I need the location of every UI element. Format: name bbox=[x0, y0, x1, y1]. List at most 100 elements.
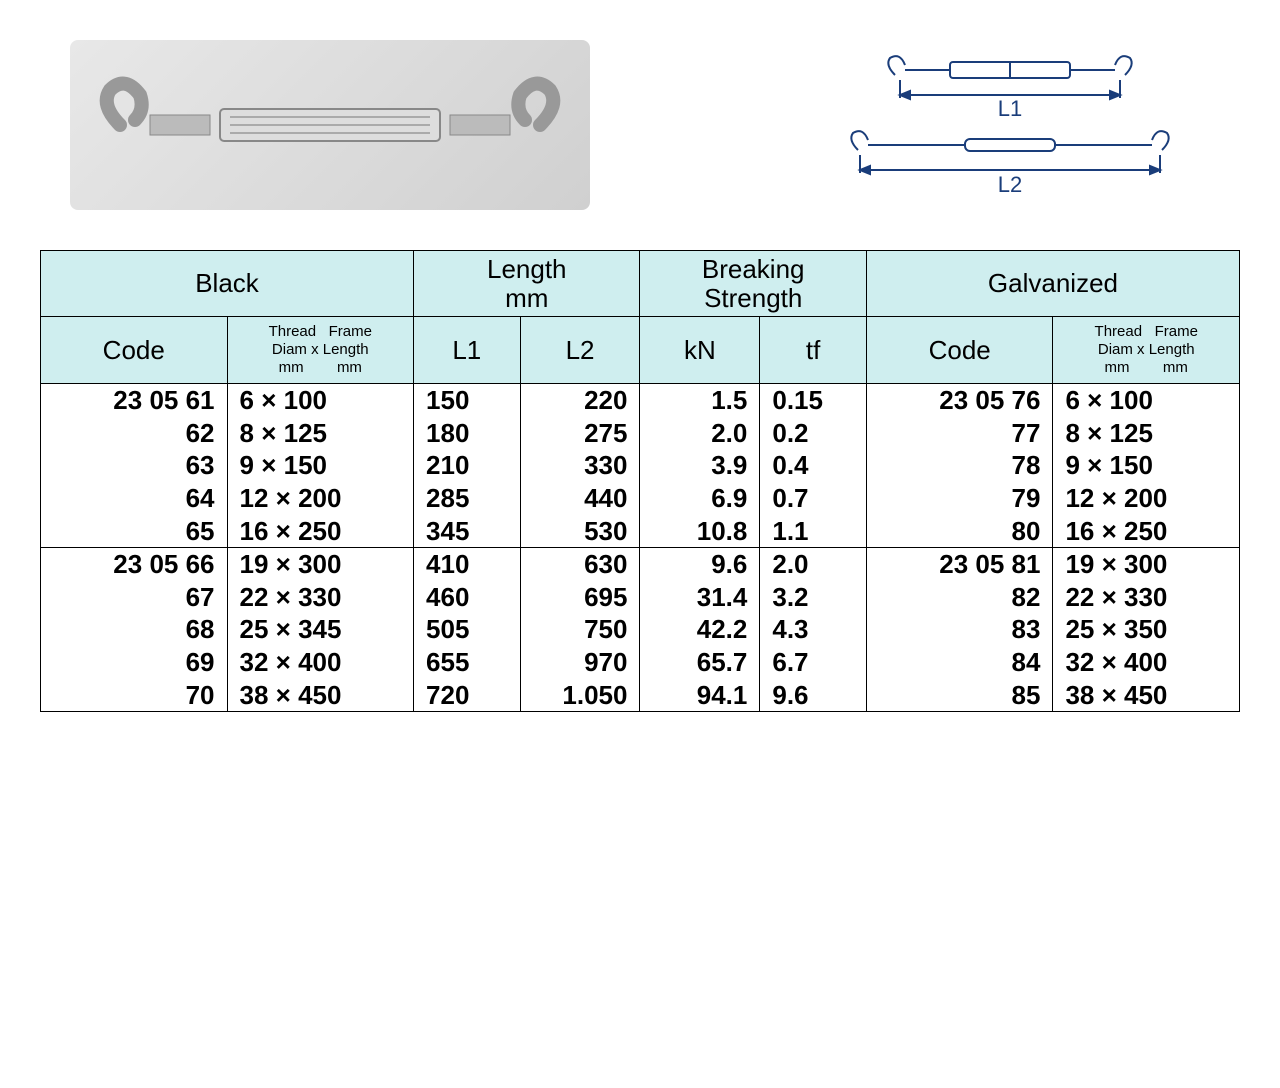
table-cell: 440 bbox=[520, 482, 640, 515]
table-cell: 22 × 330 bbox=[1053, 581, 1240, 614]
table-cell: 6 × 100 bbox=[1053, 384, 1240, 417]
table-cell: 3.9 bbox=[640, 449, 760, 482]
sub-code: Code bbox=[41, 317, 228, 384]
table-cell: 16 × 250 bbox=[227, 515, 414, 548]
table-cell: 12 × 200 bbox=[1053, 482, 1240, 515]
table-cell: 82 bbox=[866, 581, 1053, 614]
table-cell: 8 × 125 bbox=[1053, 417, 1240, 450]
table-cell: 8 × 125 bbox=[227, 417, 414, 450]
table-cell: 3.2 bbox=[760, 581, 867, 614]
sub-tf: tf bbox=[760, 317, 867, 384]
table-cell: 9 × 150 bbox=[1053, 449, 1240, 482]
sub-code2: Code bbox=[866, 317, 1053, 384]
table-cell: 19 × 300 bbox=[1053, 548, 1240, 581]
hdr-black: Black bbox=[41, 251, 414, 317]
table-row: 6932 × 40065597065.76.78432 × 400 bbox=[41, 646, 1240, 679]
l1-label: L1 bbox=[998, 96, 1022, 121]
table-cell: 1.1 bbox=[760, 515, 867, 548]
hdr-length-label: Length bbox=[487, 254, 567, 284]
table-cell: 32 × 400 bbox=[227, 646, 414, 679]
table-cell: 23 05 81 bbox=[866, 548, 1053, 581]
table-cell: 70 bbox=[41, 679, 228, 712]
table-row: 23 05 616 × 1001502201.50.1523 05 766 × … bbox=[41, 384, 1240, 417]
table-cell: 9.6 bbox=[640, 548, 760, 581]
table-cell: 94.1 bbox=[640, 679, 760, 712]
table-cell: 0.15 bbox=[760, 384, 867, 417]
table-cell: 12 × 200 bbox=[227, 482, 414, 515]
sub-spec2: Thread Frame Diam x Length mm mm bbox=[1053, 317, 1240, 384]
table-cell: 38 × 450 bbox=[1053, 679, 1240, 712]
hdr-length: Length mm bbox=[414, 251, 640, 317]
table-cell: 68 bbox=[41, 613, 228, 646]
table-cell: 77 bbox=[866, 417, 1053, 450]
sub-l1: L1 bbox=[414, 317, 521, 384]
table-cell: 0.7 bbox=[760, 482, 867, 515]
table-cell: 9.6 bbox=[760, 679, 867, 712]
table-cell: 79 bbox=[866, 482, 1053, 515]
table-cell: 330 bbox=[520, 449, 640, 482]
table-cell: 1.5 bbox=[640, 384, 760, 417]
table-row: 6825 × 34550575042.24.38325 × 350 bbox=[41, 613, 1240, 646]
table-cell: 345 bbox=[414, 515, 521, 548]
table-cell: 22 × 330 bbox=[227, 581, 414, 614]
table-cell: 78 bbox=[866, 449, 1053, 482]
table-cell: 23 05 66 bbox=[41, 548, 228, 581]
hdr-breaking: Breaking Strength bbox=[640, 251, 866, 317]
table-cell: 275 bbox=[520, 417, 640, 450]
sub-l2: L2 bbox=[520, 317, 640, 384]
table-row: 6722 × 33046069531.43.28222 × 330 bbox=[41, 581, 1240, 614]
table-cell: 63 bbox=[41, 449, 228, 482]
table-cell: 69 bbox=[41, 646, 228, 679]
table-cell: 750 bbox=[520, 613, 640, 646]
table-cell: 720 bbox=[414, 679, 521, 712]
table-cell: 6 × 100 bbox=[227, 384, 414, 417]
table-cell: 0.2 bbox=[760, 417, 867, 450]
table-cell: 83 bbox=[866, 613, 1053, 646]
table-cell: 220 bbox=[520, 384, 640, 417]
table-cell: 695 bbox=[520, 581, 640, 614]
table-row: 6412 × 2002854406.90.77912 × 200 bbox=[41, 482, 1240, 515]
table-cell: 655 bbox=[414, 646, 521, 679]
table-cell: 67 bbox=[41, 581, 228, 614]
table-cell: 62 bbox=[41, 417, 228, 450]
table-cell: 970 bbox=[520, 646, 640, 679]
table-cell: 16 × 250 bbox=[1053, 515, 1240, 548]
table-cell: 65 bbox=[41, 515, 228, 548]
table-cell: 31.4 bbox=[640, 581, 760, 614]
table-cell: 180 bbox=[414, 417, 521, 450]
sub-kn: kN bbox=[640, 317, 760, 384]
table-row: 628 × 1251802752.00.2778 × 125 bbox=[41, 417, 1240, 450]
table-cell: 85 bbox=[866, 679, 1053, 712]
table-row: 7038 × 4507201.05094.19.68538 × 450 bbox=[41, 679, 1240, 712]
table-cell: 9 × 150 bbox=[227, 449, 414, 482]
dimension-diagram: L1 L2 bbox=[810, 40, 1210, 210]
table-cell: 630 bbox=[520, 548, 640, 581]
table-cell: 530 bbox=[520, 515, 640, 548]
table-cell: 150 bbox=[414, 384, 521, 417]
table-row: 639 × 1502103303.90.4789 × 150 bbox=[41, 449, 1240, 482]
table-cell: 84 bbox=[866, 646, 1053, 679]
hdr-length-unit: mm bbox=[505, 283, 548, 313]
table-cell: 19 × 300 bbox=[227, 548, 414, 581]
table-cell: 410 bbox=[414, 548, 521, 581]
table-cell: 25 × 345 bbox=[227, 613, 414, 646]
table-cell: 285 bbox=[414, 482, 521, 515]
table-cell: 1.050 bbox=[520, 679, 640, 712]
table-body: 23 05 616 × 1001502201.50.1523 05 766 × … bbox=[41, 384, 1240, 712]
table-cell: 32 × 400 bbox=[1053, 646, 1240, 679]
spec-table: Black Length mm Breaking Strength Galvan… bbox=[40, 250, 1240, 712]
table-cell: 460 bbox=[414, 581, 521, 614]
top-section: L1 L2 bbox=[40, 40, 1240, 210]
table-cell: 23 05 61 bbox=[41, 384, 228, 417]
hdr-galvanized: Galvanized bbox=[866, 251, 1239, 317]
table-cell: 64 bbox=[41, 482, 228, 515]
table-cell: 80 bbox=[866, 515, 1053, 548]
table-cell: 2.0 bbox=[760, 548, 867, 581]
table-row: 23 05 6619 × 3004106309.62.023 05 8119 ×… bbox=[41, 548, 1240, 581]
table-cell: 4.3 bbox=[760, 613, 867, 646]
sub-spec: Thread Frame Diam x Length mm mm bbox=[227, 317, 414, 384]
table-cell: 10.8 bbox=[640, 515, 760, 548]
table-cell: 2.0 bbox=[640, 417, 760, 450]
table-row: 6516 × 25034553010.81.18016 × 250 bbox=[41, 515, 1240, 548]
hdr-breaking-label: Breaking bbox=[702, 254, 805, 284]
